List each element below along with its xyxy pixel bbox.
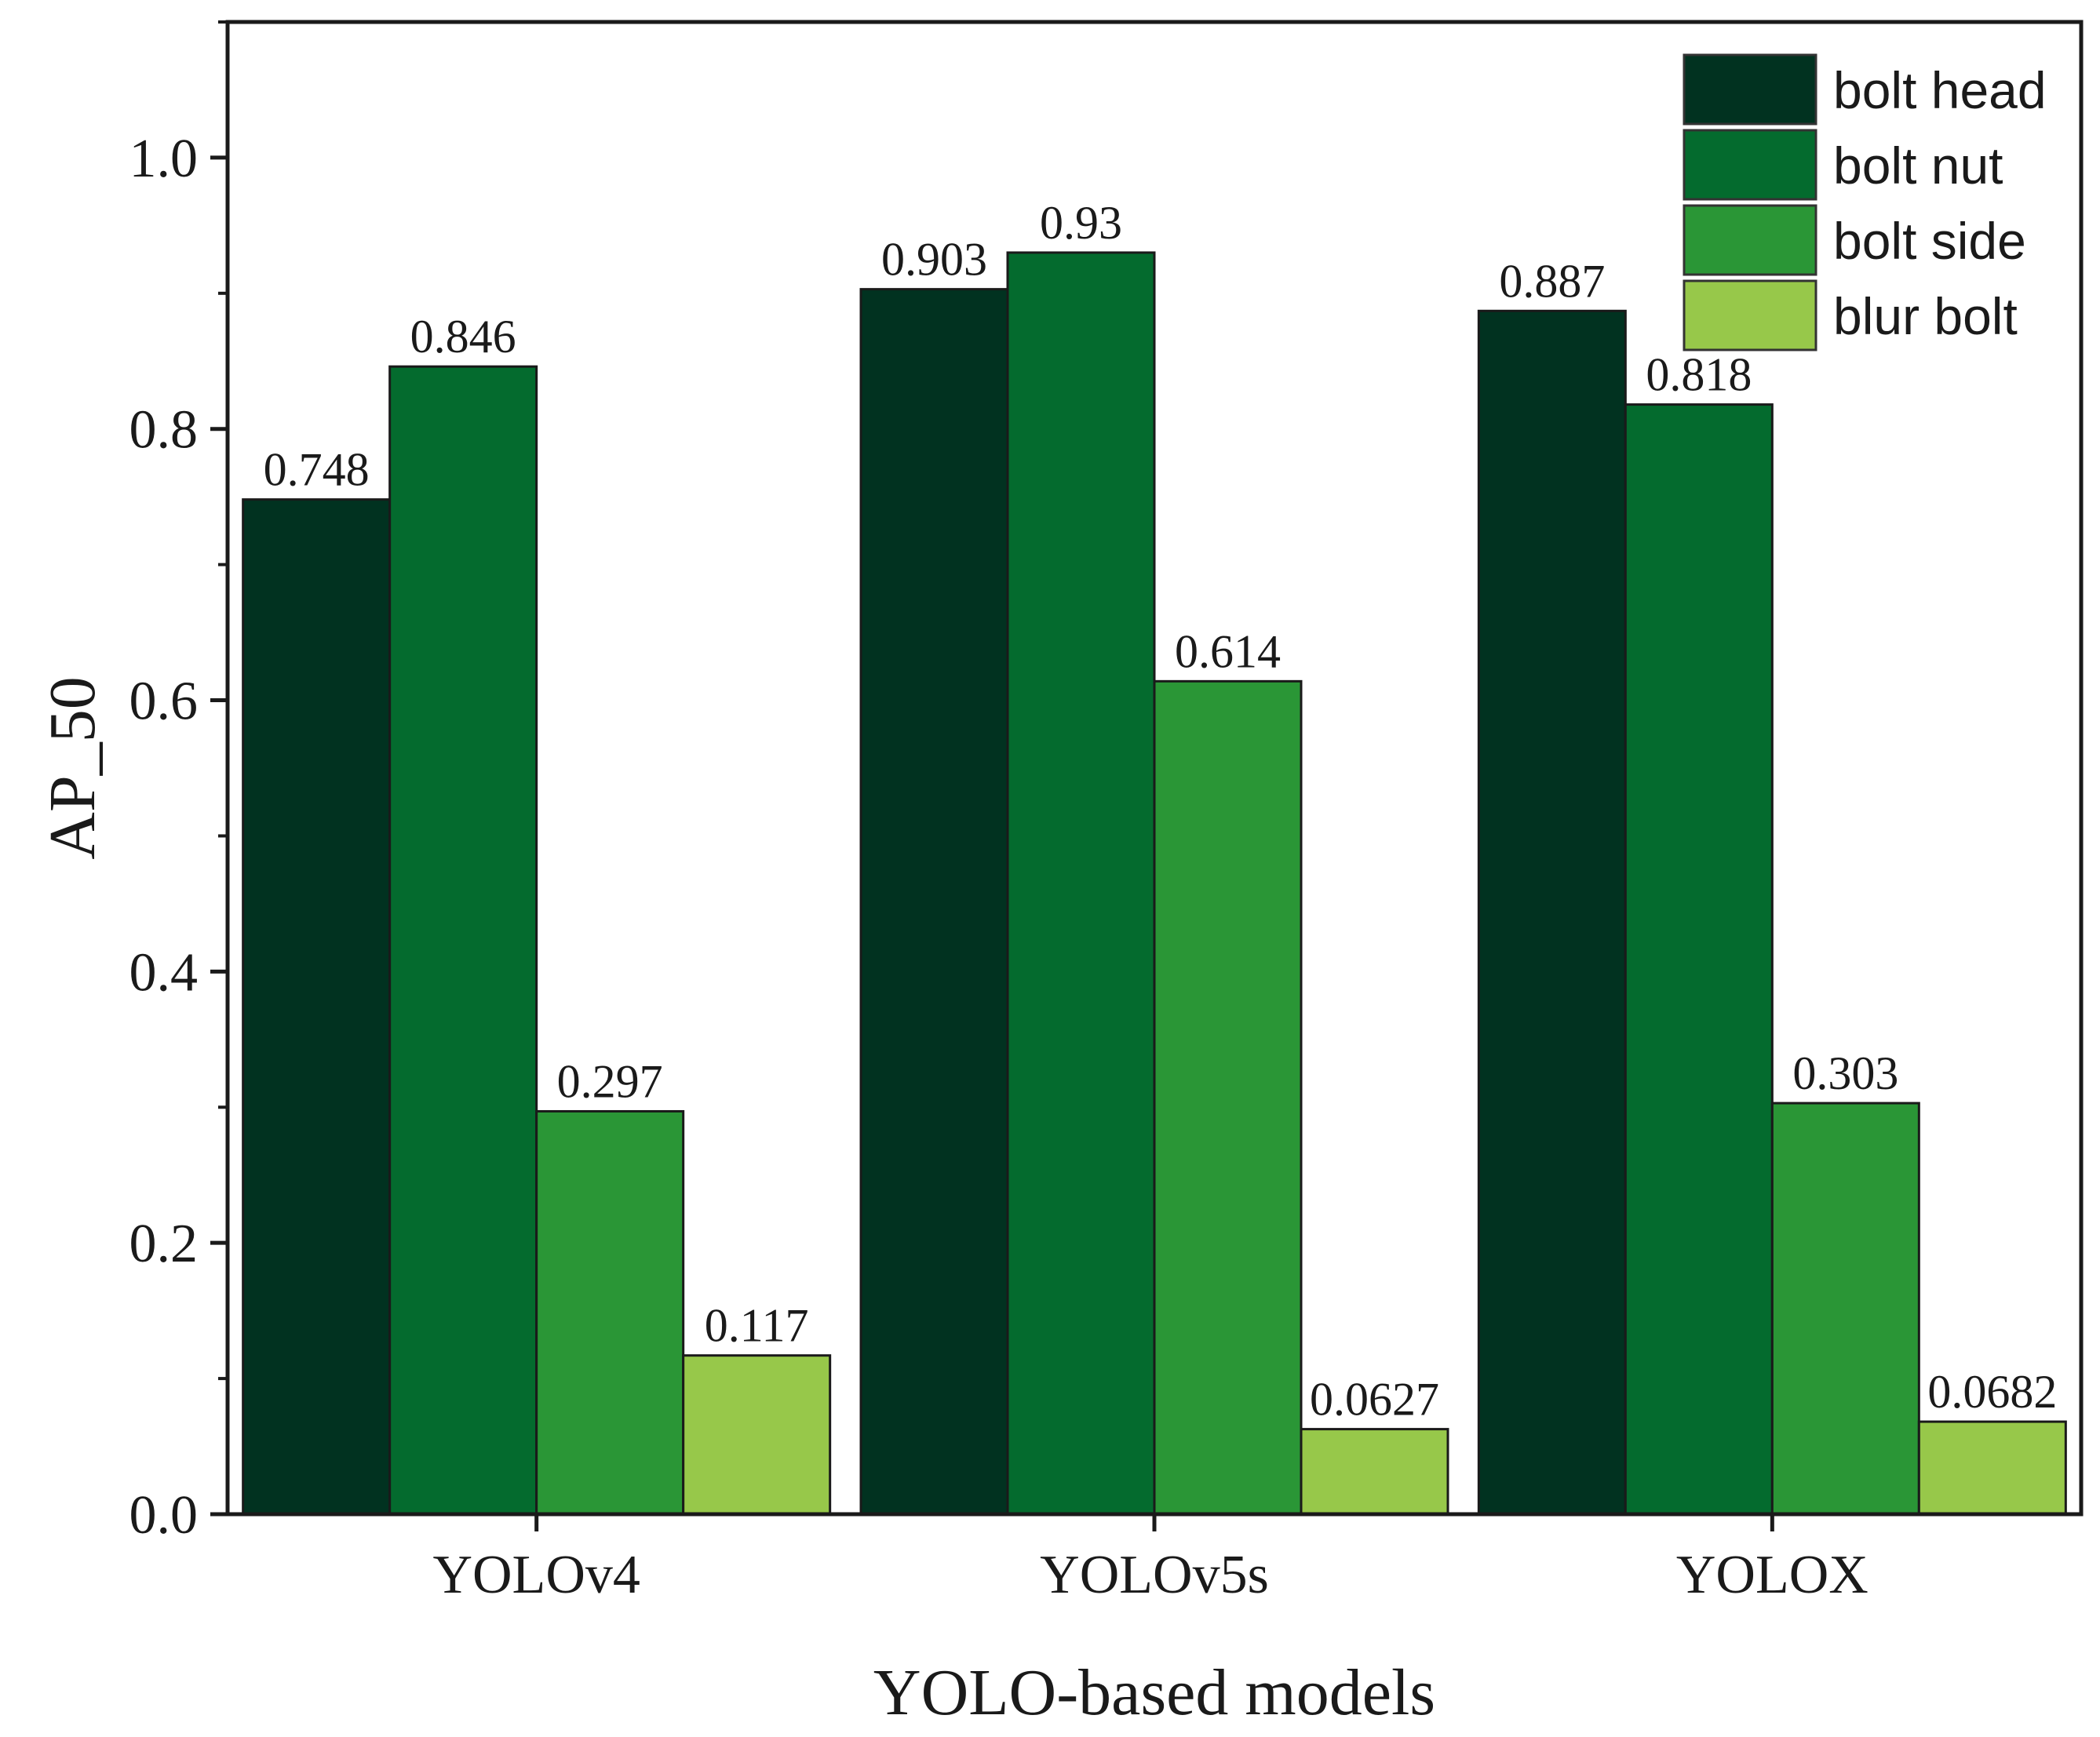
- y-tick-label: 0.8: [129, 400, 199, 461]
- y-tick-label: 0.0: [129, 1485, 199, 1546]
- bar-yolov4-bolt-side: [535, 1109, 685, 1516]
- x-axis: YOLOv4 YOLOv5s YOLOX: [432, 1514, 1868, 1605]
- bars-layer: [242, 251, 2067, 1516]
- legend: bolt head bolt nut bolt side blur bolt: [1683, 53, 2047, 351]
- y-tick-label: 0.6: [129, 672, 199, 732]
- bar-yolov5s-bolt-head: [859, 288, 1009, 1516]
- bar-yolov5s-blur-bolt: [1300, 1428, 1449, 1516]
- bar-yolov5s-bolt-side: [1153, 679, 1303, 1516]
- x-tick-label: YOLOv5s: [1040, 1545, 1269, 1605]
- bar-yolov4-bolt-head: [242, 498, 392, 1516]
- legend-swatch-bolt-side: [1683, 204, 1817, 276]
- bar-yolox-bolt-head: [1477, 309, 1627, 1516]
- bar-yolov5s-bolt-nut: [1006, 251, 1156, 1516]
- data-label: 0.117: [705, 1300, 809, 1352]
- bar-yolox-blur-bolt: [1917, 1420, 2067, 1516]
- data-label: 0.614: [1175, 625, 1281, 677]
- bar-yolov4-blur-bolt: [682, 1354, 832, 1516]
- data-label: 0.93: [1040, 197, 1122, 249]
- y-tick-label: 1.0: [129, 129, 199, 189]
- y-axis-title: AP_50: [36, 676, 109, 859]
- y-tick-label: 0.2: [129, 1214, 199, 1274]
- x-tick-label: YOLOv4: [432, 1545, 640, 1605]
- data-label: 0.0682: [1927, 1366, 2057, 1418]
- bar-yolox-bolt-nut: [1624, 403, 1774, 1516]
- legend-label: bolt head: [1833, 61, 2047, 119]
- bar-yolox-bolt-side: [1770, 1102, 1920, 1516]
- data-label: 0.0627: [1310, 1374, 1439, 1426]
- legend-swatch-bolt-head: [1683, 53, 1817, 126]
- legend-label: bolt nut: [1833, 137, 2003, 195]
- legend-swatch-blur-bolt: [1683, 279, 1817, 351]
- data-label: 0.748: [264, 444, 370, 496]
- y-tick-label: 0.4: [129, 942, 199, 1003]
- data-label: 0.887: [1499, 255, 1605, 307]
- y-axis: 0.0 0.2 0.4 0.6 0.8 1.0: [129, 20, 228, 1546]
- legend-label: bolt side: [1833, 212, 2026, 270]
- data-label: 0.846: [410, 311, 516, 362]
- legend-swatch-bolt-nut: [1683, 129, 1817, 201]
- data-label: 0.818: [1646, 349, 1752, 401]
- data-label: 0.903: [881, 234, 987, 286]
- x-axis-title: YOLO-based models: [873, 1656, 1435, 1729]
- data-labels-layer: 0.748 0.846 0.297 0.117 0.903 0.93 0.614 0.0627…: [264, 197, 2058, 1426]
- x-tick-label: YOLOX: [1676, 1545, 1868, 1605]
- legend-label: blur bolt: [1833, 287, 2018, 345]
- data-label: 0.303: [1792, 1047, 1898, 1099]
- bar-yolov4-bolt-nut: [388, 365, 538, 1516]
- data-label: 0.297: [557, 1055, 663, 1107]
